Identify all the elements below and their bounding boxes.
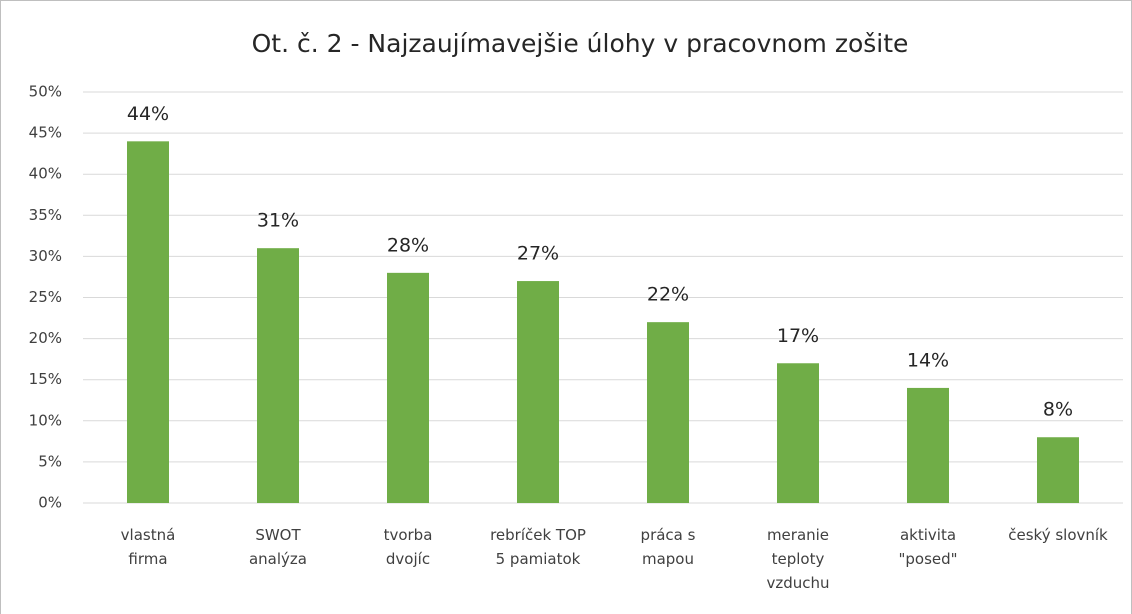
- chart-title: Ot. č. 2 - Najzaujímavejšie úlohy v prac…: [252, 29, 909, 58]
- data-label: 44%: [127, 103, 169, 125]
- x-tick-label: vlastná firma: [120, 526, 176, 568]
- data-label: 31%: [257, 210, 299, 232]
- x-tick-label: rebríček TOP 5 pamiatok: [490, 526, 586, 568]
- x-tick-label: meranie teploty vzduchu: [766, 526, 830, 592]
- bar: [647, 322, 689, 503]
- y-tick-label: 20%: [29, 329, 62, 347]
- data-label: 8%: [1043, 399, 1073, 421]
- x-tick-label: aktivita "posed": [898, 526, 958, 568]
- bar: [257, 248, 299, 503]
- data-label: 27%: [517, 243, 559, 265]
- bar: [517, 281, 559, 503]
- y-tick-label: 0%: [38, 494, 62, 512]
- x-tick-label: český slovník: [1008, 526, 1108, 544]
- bar: [907, 387, 949, 503]
- y-tick-label: 30%: [29, 247, 62, 265]
- y-tick-label: 40%: [29, 165, 62, 183]
- bar: [1037, 437, 1079, 503]
- data-label: 28%: [387, 234, 429, 256]
- data-label: 22%: [647, 284, 689, 306]
- y-tick-label: 25%: [29, 288, 62, 306]
- bar: [777, 363, 819, 503]
- y-tick-label: 45%: [29, 124, 62, 142]
- y-tick-label: 10%: [29, 411, 62, 429]
- x-tick-label: SWOT analýza: [248, 526, 307, 568]
- x-tick-label: tvorba dvojíc: [383, 526, 433, 568]
- y-tick-label: 35%: [29, 206, 62, 224]
- x-tick-label: práca s mapou: [640, 526, 696, 568]
- data-label: 17%: [777, 325, 819, 347]
- y-tick-label: 50%: [29, 83, 62, 101]
- data-label: 14%: [907, 349, 949, 371]
- bar: [387, 272, 429, 503]
- y-tick-label: 15%: [29, 370, 62, 388]
- y-tick-label: 5%: [38, 452, 62, 470]
- bar: [127, 141, 169, 503]
